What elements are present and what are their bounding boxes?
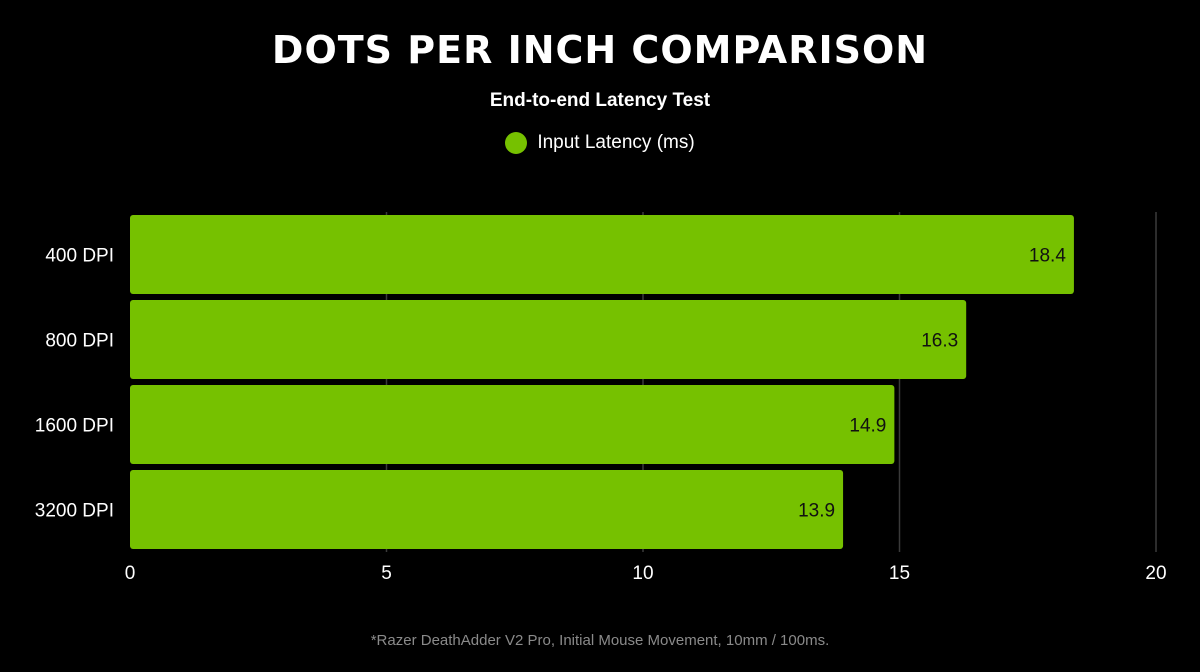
- category-label: 400 DPI: [45, 246, 114, 267]
- footnote: *Razer DeathAdder V2 Pro, Initial Mouse …: [370, 632, 830, 649]
- category-label: 1600 DPI: [35, 416, 114, 437]
- x-tick-label: 20: [1145, 563, 1166, 584]
- x-tick-label: 15: [889, 563, 910, 584]
- legend-label: Input Latency (ms): [537, 132, 695, 153]
- legend: Input Latency (ms): [0, 132, 1200, 154]
- bar-value-label: 13.9: [798, 501, 835, 522]
- category-label: 800 DPI: [45, 331, 114, 352]
- x-tick-label: 10: [632, 563, 653, 584]
- category-label: 3200 DPI: [35, 501, 114, 522]
- x-tick-label: 0: [125, 563, 136, 584]
- bar: [130, 385, 895, 464]
- legend-swatch-icon: [505, 132, 528, 154]
- x-tick-label: 5: [381, 563, 392, 584]
- bar-value-label: 14.9: [849, 416, 886, 437]
- chart-subtitle: End-to-end Latency Test: [489, 90, 711, 111]
- chart-title: DOTS PER INCH COMPARISON: [271, 28, 929, 72]
- bar: [130, 300, 967, 379]
- bar: [130, 215, 1074, 294]
- bar-value-label: 18.4: [1029, 246, 1066, 267]
- bar: [130, 470, 844, 549]
- bar-value-label: 16.3: [921, 331, 958, 352]
